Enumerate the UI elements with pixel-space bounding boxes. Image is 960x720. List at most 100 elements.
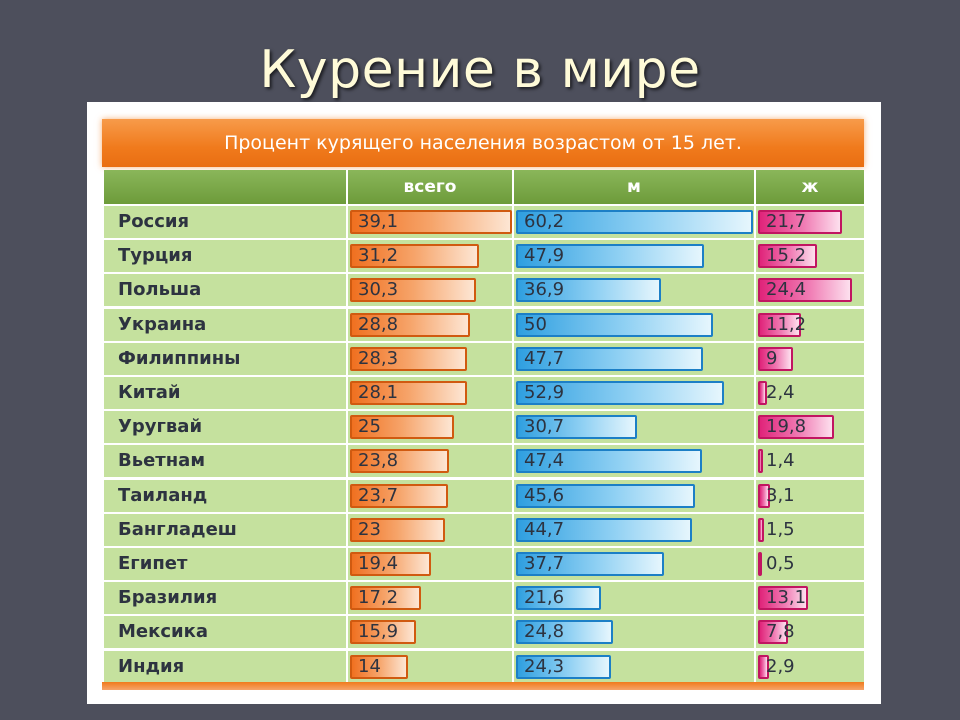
bar-men [516,244,704,268]
bar-total [350,244,479,268]
column-divider [346,170,348,682]
data-label-women: 2,9 [766,656,795,677]
country-label: Турция [118,245,193,266]
bar-total [350,381,467,405]
data-label-men: 45,6 [524,485,565,506]
table-row [104,343,864,375]
column-header-men: м [514,170,754,204]
bar-total [350,449,449,473]
data-label-men: 24,3 [524,656,565,677]
country-label: Россия [118,211,190,232]
bar-women [758,278,852,302]
bar-women [758,347,793,371]
country-label: Украина [118,314,207,335]
bar-men [516,586,601,610]
data-label-men: 21,6 [524,587,565,608]
country-label: Индия [118,656,185,677]
data-label-women: 11,2 [766,314,807,335]
data-label-men: 30,7 [524,416,565,437]
bar-men [516,347,703,371]
country-label: Египет [118,553,188,574]
data-label-total: 23 [358,519,381,540]
data-label-total: 31,2 [358,245,399,266]
bar-total [350,620,416,644]
bar-total [350,655,408,679]
table-row [104,445,864,477]
bar-women [758,244,817,268]
data-label-women: 15,2 [766,245,807,266]
data-label-total: 30,3 [358,279,399,300]
table-row [104,309,864,341]
bar-men [516,278,661,302]
data-label-total: 19,4 [358,553,399,574]
country-column-header [104,170,346,204]
bar-women [758,449,763,473]
chart-bottom-border [102,682,864,690]
table-row [104,514,864,546]
table-row [104,582,864,614]
bar-men [516,518,692,542]
bar-men [516,313,713,337]
bar-men [516,552,664,576]
table-row [104,411,864,443]
data-label-total: 28,3 [358,348,399,369]
bar-total [350,210,512,234]
data-label-men: 52,9 [524,382,565,403]
bar-women [758,313,801,337]
country-label: Уругвай [118,416,203,437]
table-row [104,480,864,512]
data-label-women: 7,8 [766,621,795,642]
country-label: Польша [118,279,202,300]
bar-men [516,210,753,234]
data-label-men: 24,8 [524,621,565,642]
bar-men [516,655,611,679]
bar-men [516,381,724,405]
country-label: Филиппины [118,348,241,369]
column-divider [754,170,756,682]
country-label: Таиланд [118,485,208,506]
data-label-women: 9 [766,348,778,369]
data-label-women: 21,7 [766,211,807,232]
bar-women [758,655,769,679]
table-row [104,377,864,409]
data-label-men: 37,7 [524,553,565,574]
data-label-total: 25 [358,416,381,437]
column-divider [512,170,514,682]
data-label-women: 19,8 [766,416,807,437]
data-label-women: 13,1 [766,587,807,608]
data-label-women: 0,5 [766,553,795,574]
bar-women [758,620,788,644]
data-label-total: 23,7 [358,485,399,506]
bar-total [350,278,476,302]
bar-women [758,484,770,508]
data-label-total: 17,2 [358,587,399,608]
bar-women [758,518,764,542]
bar-total [350,586,421,610]
slide-title: Курение в мире [259,40,701,100]
data-label-women: 1,4 [766,450,795,471]
country-label: Мексика [118,621,208,642]
table-row [104,240,864,272]
column-header-total: всего [348,170,512,204]
data-label-men: 44,7 [524,519,565,540]
bar-women [758,586,808,610]
bar-total [350,347,467,371]
chart-title: Процент курящего населения возрастом от … [102,119,864,167]
data-label-women: 3,1 [766,485,795,506]
country-label: Бангладеш [118,519,237,540]
bar-men [516,449,702,473]
data-label-total: 14 [358,656,381,677]
bar-women [758,552,762,576]
bar-total [350,552,431,576]
bar-men [516,484,695,508]
data-label-men: 60,2 [524,211,565,232]
table-row [104,616,864,648]
bar-total [350,415,454,439]
country-label: Китай [118,382,181,403]
data-label-men: 47,4 [524,450,565,471]
data-label-men: 47,7 [524,348,565,369]
bar-total [350,518,445,542]
country-label: Бразилия [118,587,218,608]
data-label-women: 24,4 [766,279,807,300]
table-row [104,274,864,306]
